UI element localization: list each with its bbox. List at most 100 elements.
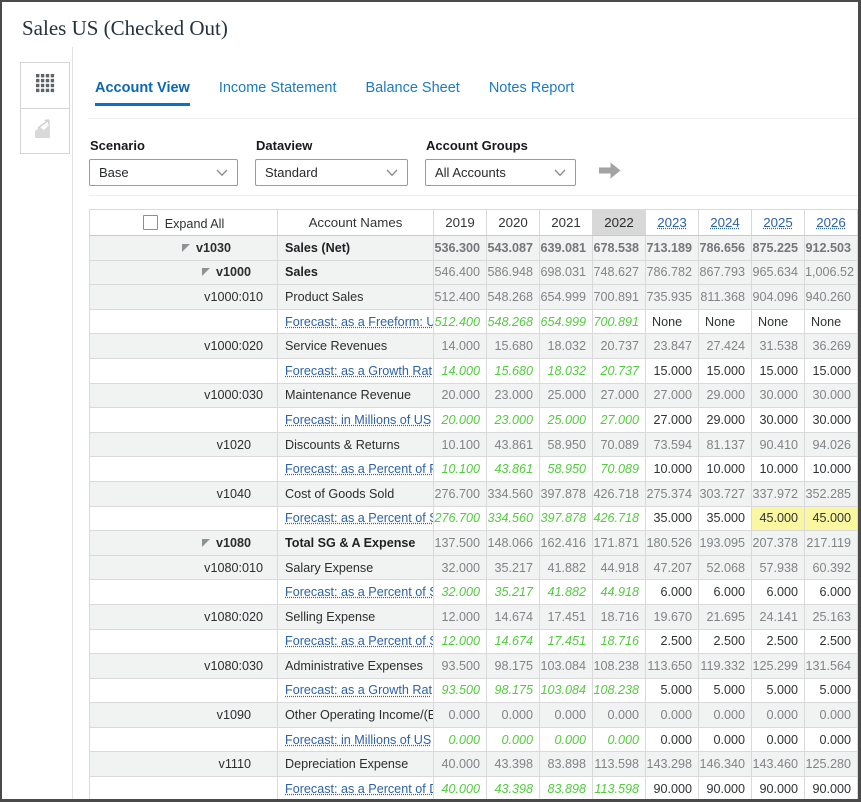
value-cell-2024[interactable]: 5.000 bbox=[698, 677, 752, 704]
value-cell-2023[interactable]: None bbox=[645, 308, 699, 335]
value-cell-2025[interactable]: 15.000 bbox=[751, 357, 805, 384]
forecast-method-link[interactable]: Forecast: as a Percent of S bbox=[285, 511, 434, 526]
value-cell-2023: 735.935 bbox=[645, 284, 699, 310]
value-cell-2025[interactable]: 90.000 bbox=[751, 776, 805, 799]
value-cell-2025[interactable]: None bbox=[751, 308, 805, 335]
scenario-select[interactable]: Base bbox=[89, 159, 238, 186]
value-cell-2023: 143.298 bbox=[645, 751, 699, 778]
value-cell-2023[interactable]: 90.000 bbox=[645, 776, 699, 799]
value-cell-2026[interactable]: 5.000 bbox=[804, 677, 858, 704]
value-cell-2022: 18.716 bbox=[592, 628, 646, 655]
forecast-method-link[interactable]: Forecast: as a Freeform: U bbox=[285, 314, 434, 329]
value-cell-2025[interactable]: 0.000 bbox=[751, 726, 805, 753]
chevron-down-icon bbox=[386, 165, 398, 180]
value-cell-2019: 93.500 bbox=[433, 653, 487, 679]
account-name: Maintenance Revenue bbox=[277, 382, 434, 409]
value-cell-2023: 23.847 bbox=[645, 333, 699, 359]
chart-view-button[interactable] bbox=[20, 108, 70, 154]
value-cell-2023[interactable]: 0.000 bbox=[645, 726, 699, 753]
grid-icon bbox=[35, 73, 55, 98]
forecast-method-link[interactable]: Forecast: in Millions of US bbox=[285, 412, 432, 427]
value-cell-2024: 0.000 bbox=[698, 702, 752, 728]
forecast-method-link[interactable]: Forecast: as a Percent of S bbox=[285, 585, 434, 600]
forecast-row: Forecast: as a Freeform: U 512.400 548.268… bbox=[89, 308, 858, 335]
value-cell-2024[interactable]: 2.500 bbox=[698, 628, 752, 655]
value-cell-2024[interactable]: 0.000 bbox=[698, 726, 752, 753]
value-cell-2022: 18.716 bbox=[592, 603, 646, 630]
value-cell-2023[interactable]: 10.000 bbox=[645, 456, 699, 482]
value-cell-2025[interactable]: 30.000 bbox=[751, 407, 805, 433]
value-cell-2023[interactable]: 2.500 bbox=[645, 628, 699, 655]
value-cell-2023[interactable]: 6.000 bbox=[645, 579, 699, 605]
value-cell-2025[interactable]: 5.000 bbox=[751, 677, 805, 704]
value-cell-2026[interactable]: 45.000 bbox=[804, 505, 858, 532]
forecast-method-link[interactable]: Forecast: as a Growth Rat bbox=[285, 683, 432, 698]
value-cell-2026[interactable]: 0.000 bbox=[804, 726, 858, 753]
value-cell-2020: 23.000 bbox=[486, 407, 540, 433]
tab-balance-sheet[interactable]: Balance Sheet bbox=[365, 80, 460, 96]
left-toolbar bbox=[2, 47, 73, 799]
forecast-method-link[interactable]: Forecast: as a Percent of F bbox=[285, 462, 434, 477]
dataview-select[interactable]: Standard bbox=[255, 159, 408, 186]
year-header-2023[interactable]: 2023 bbox=[645, 209, 699, 236]
value-cell-2024[interactable]: 90.000 bbox=[698, 776, 752, 799]
value-cell-2025[interactable]: 2.500 bbox=[751, 628, 805, 655]
value-cell-2022: 27.000 bbox=[592, 407, 646, 433]
collapse-triangle-icon[interactable] bbox=[201, 268, 210, 277]
value-cell-2019: 93.500 bbox=[433, 677, 487, 704]
account-code: v1000:010 bbox=[204, 289, 263, 304]
year-header-2024[interactable]: 2024 bbox=[698, 209, 752, 236]
value-cell-2019: 536.300 bbox=[433, 235, 487, 261]
forecast-method-link[interactable]: Forecast: as a Growth Rat bbox=[285, 363, 432, 378]
collapse-triangle-icon[interactable] bbox=[201, 538, 210, 547]
collapse-triangle-icon[interactable] bbox=[181, 243, 190, 252]
value-cell-2024: 29.000 bbox=[698, 382, 752, 409]
value-cell-2023[interactable]: 15.000 bbox=[645, 357, 699, 384]
value-cell-2026[interactable]: 90.000 bbox=[804, 776, 858, 799]
value-cell-2024[interactable]: 35.000 bbox=[698, 505, 752, 532]
value-cell-2024[interactable]: 6.000 bbox=[698, 579, 752, 605]
value-cell-2020: 43.861 bbox=[486, 456, 540, 482]
forecast-method-link[interactable]: Forecast: as a Percent of S bbox=[285, 634, 434, 649]
value-cell-2024: 867.793 bbox=[698, 259, 752, 286]
expand-all-checkbox[interactable] bbox=[142, 214, 158, 230]
account-code: v1080 bbox=[215, 535, 251, 550]
value-cell-2022: 113.598 bbox=[592, 776, 646, 799]
value-cell-2024: 21.695 bbox=[698, 603, 752, 630]
forecast-method-link[interactable]: Forecast: in Millions of US bbox=[285, 732, 432, 747]
value-cell-2026[interactable]: 2.500 bbox=[804, 628, 858, 655]
value-cell-2023[interactable]: 27.000 bbox=[645, 407, 699, 433]
value-cell-2025[interactable]: 6.000 bbox=[751, 579, 805, 605]
account-groups-label: Account Groups bbox=[426, 138, 528, 153]
value-cell-2026[interactable]: 15.000 bbox=[804, 357, 858, 384]
tab-account-view[interactable]: Account View bbox=[95, 80, 190, 106]
year-header-2025[interactable]: 2025 bbox=[751, 209, 805, 236]
section-divider bbox=[89, 195, 858, 196]
value-cell-2023[interactable]: 5.000 bbox=[645, 677, 699, 704]
value-cell-2025[interactable]: 10.000 bbox=[751, 456, 805, 482]
grid-view-button[interactable] bbox=[20, 62, 70, 109]
value-cell-2026[interactable]: None bbox=[804, 308, 858, 335]
value-cell-2026[interactable]: 10.000 bbox=[804, 456, 858, 482]
apply-filters-button[interactable] bbox=[599, 162, 621, 184]
value-cell-2024[interactable]: None bbox=[698, 308, 752, 335]
tab-income-statement[interactable]: Income Statement bbox=[218, 80, 337, 96]
value-cell-2022: 108.238 bbox=[592, 653, 646, 679]
value-cell-2024[interactable]: 29.000 bbox=[698, 407, 752, 433]
value-cell-2026[interactable]: 6.000 bbox=[804, 579, 858, 605]
value-cell-2024: 52.068 bbox=[698, 554, 752, 581]
value-cell-2024[interactable]: 10.000 bbox=[698, 456, 752, 482]
value-cell-2025[interactable]: 45.000 bbox=[751, 505, 805, 532]
value-cell-2026[interactable]: 30.000 bbox=[804, 407, 858, 433]
value-cell-2023[interactable]: 35.000 bbox=[645, 505, 699, 532]
forecast-method-link[interactable]: Forecast: as a Percent of D bbox=[285, 781, 434, 796]
forecast-method-cell: Forecast: as a Percent of S bbox=[277, 505, 434, 532]
value-cell-2021: 83.898 bbox=[539, 776, 593, 799]
code-cell bbox=[89, 308, 278, 335]
tab-notes-report[interactable]: Notes Report bbox=[488, 80, 575, 96]
account-groups-select[interactable]: All Accounts bbox=[425, 159, 576, 186]
year-header-2026[interactable]: 2026 bbox=[804, 209, 858, 236]
chevron-down-icon bbox=[554, 165, 566, 180]
value-cell-2024[interactable]: 15.000 bbox=[698, 357, 752, 384]
